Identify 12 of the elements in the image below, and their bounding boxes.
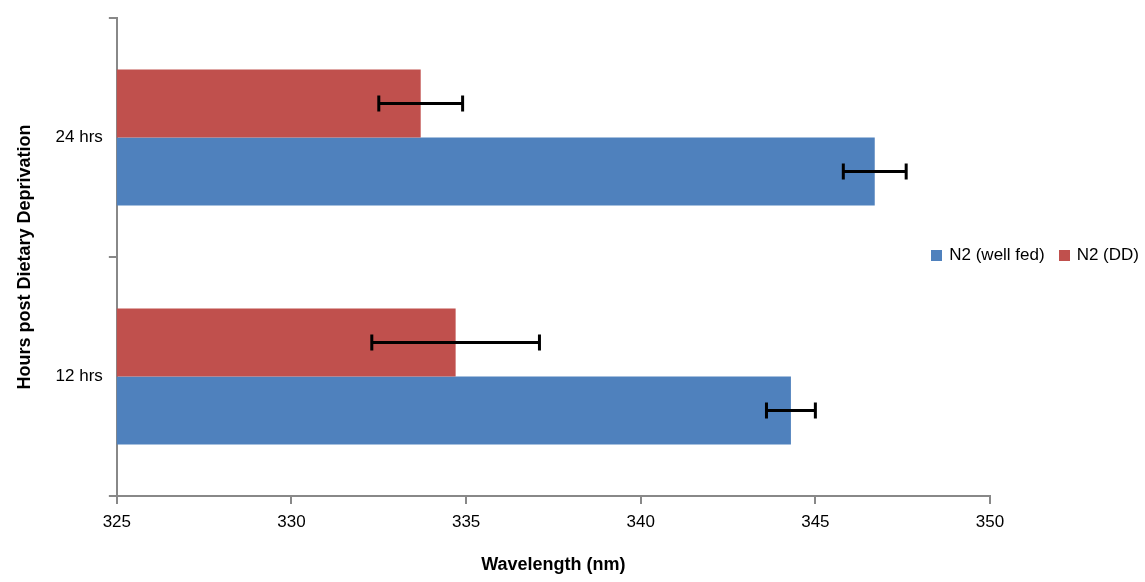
x-tick-label: 345 [801,511,830,531]
y-tick-label: 12 hrs [55,366,103,386]
legend-label: N2 (DD) [1076,245,1139,265]
x-tick-label: 350 [975,511,1005,531]
y-axis-title: Hours post Dietary Deprivation [13,124,34,390]
x-tick-label: 330 [277,511,306,531]
x-tick-label: 340 [626,511,655,531]
legend-label: N2 (well fed) [949,245,1045,265]
x-axis-title: Wavelength (nm) [481,554,626,575]
x-tick-label: 335 [451,511,481,531]
x-tick-label: 325 [102,511,132,531]
y-tick-label: 24 hrs [55,127,103,147]
